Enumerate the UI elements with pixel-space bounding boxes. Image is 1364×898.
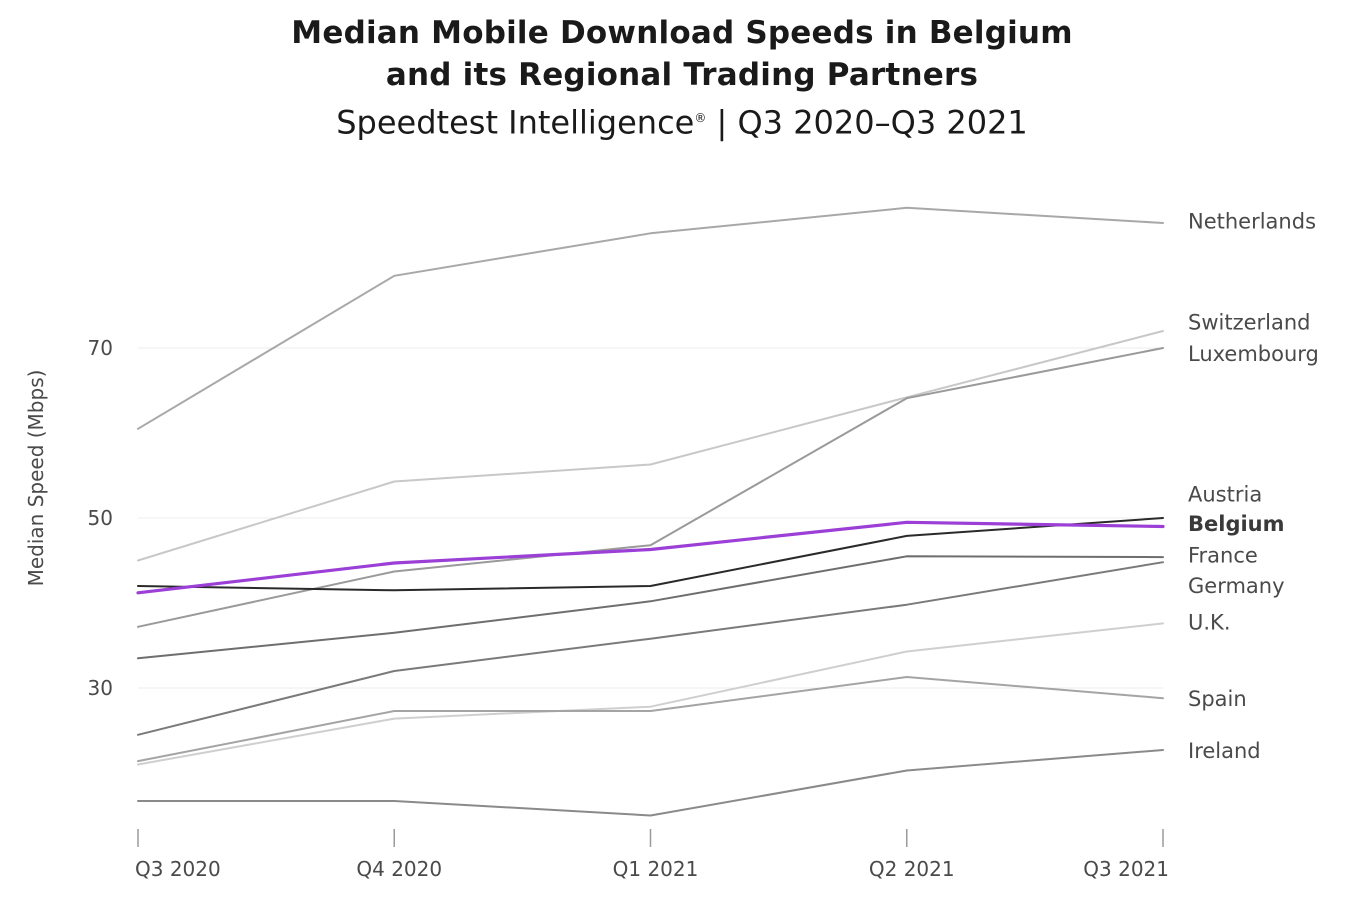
series-label-luxembourg: Luxembourg bbox=[1188, 342, 1319, 366]
series-line-austria bbox=[137, 517, 1164, 592]
series-line-belgium bbox=[136, 520, 1165, 595]
chart-title-line-1: Median Mobile Download Speeds in Belgium bbox=[291, 15, 1073, 51]
x-tick-label: Q1 2021 bbox=[613, 857, 699, 881]
chart-title-block: Median Mobile Download Speeds in Belgium… bbox=[0, 12, 1364, 145]
gridlines bbox=[138, 347, 1163, 689]
series-label-france: France bbox=[1188, 544, 1258, 568]
x-tick-label: Q2 2021 bbox=[869, 857, 955, 881]
chart-subtitle: Speedtest Intelligence® | Q3 2020–Q3 202… bbox=[0, 96, 1364, 145]
series-line-france bbox=[137, 555, 1164, 660]
y-tick-label-50: 50 bbox=[88, 506, 113, 530]
x-tick-label: Q4 2020 bbox=[356, 857, 442, 881]
series-line-u-k- bbox=[137, 622, 1164, 766]
series-label-spain: Spain bbox=[1188, 687, 1247, 711]
x-tick-label: Q3 2020 bbox=[135, 857, 221, 881]
y-axis: 30 50 70 bbox=[88, 336, 113, 700]
series-label-u-k-: U.K. bbox=[1188, 611, 1231, 635]
subtitle-period: | Q3 2020–Q3 2021 bbox=[706, 103, 1028, 142]
y-tick-label-30: 30 bbox=[88, 676, 113, 700]
y-tick-label-70: 70 bbox=[88, 336, 113, 360]
registered-mark: ® bbox=[694, 111, 707, 125]
chart-title-line-2: and its Regional Trading Partners bbox=[385, 57, 979, 93]
series-label-belgium: Belgium bbox=[1188, 512, 1285, 536]
series-label-switzerland: Switzerland bbox=[1188, 311, 1311, 335]
x-axis: Q3 2020 Q4 2020 Q1 2021 Q2 2021 Q3 2021 bbox=[135, 829, 1169, 881]
x-tick-label: Q3 2021 bbox=[1083, 857, 1169, 881]
subtitle-source: Speedtest Intelligence bbox=[336, 103, 695, 142]
series-line-netherlands bbox=[137, 206, 1164, 430]
series-label-ireland: Ireland bbox=[1188, 739, 1261, 763]
series-labels: Netherlands Switzerland Luxembourg Austria B… bbox=[1188, 210, 1319, 764]
series-line-ireland bbox=[137, 749, 1164, 817]
series-label-netherlands: Netherlands bbox=[1188, 210, 1316, 234]
series-line-luxembourg bbox=[137, 347, 1164, 628]
series-line-switzerland bbox=[137, 330, 1164, 562]
series-line-spain bbox=[137, 676, 1164, 763]
series-label-austria: Austria bbox=[1188, 482, 1262, 506]
series-line-germany bbox=[137, 561, 1164, 736]
y-axis-title: Median Speed (Mbps) bbox=[24, 370, 48, 587]
series-lines bbox=[136, 206, 1165, 817]
series-label-germany: Germany bbox=[1188, 574, 1285, 598]
